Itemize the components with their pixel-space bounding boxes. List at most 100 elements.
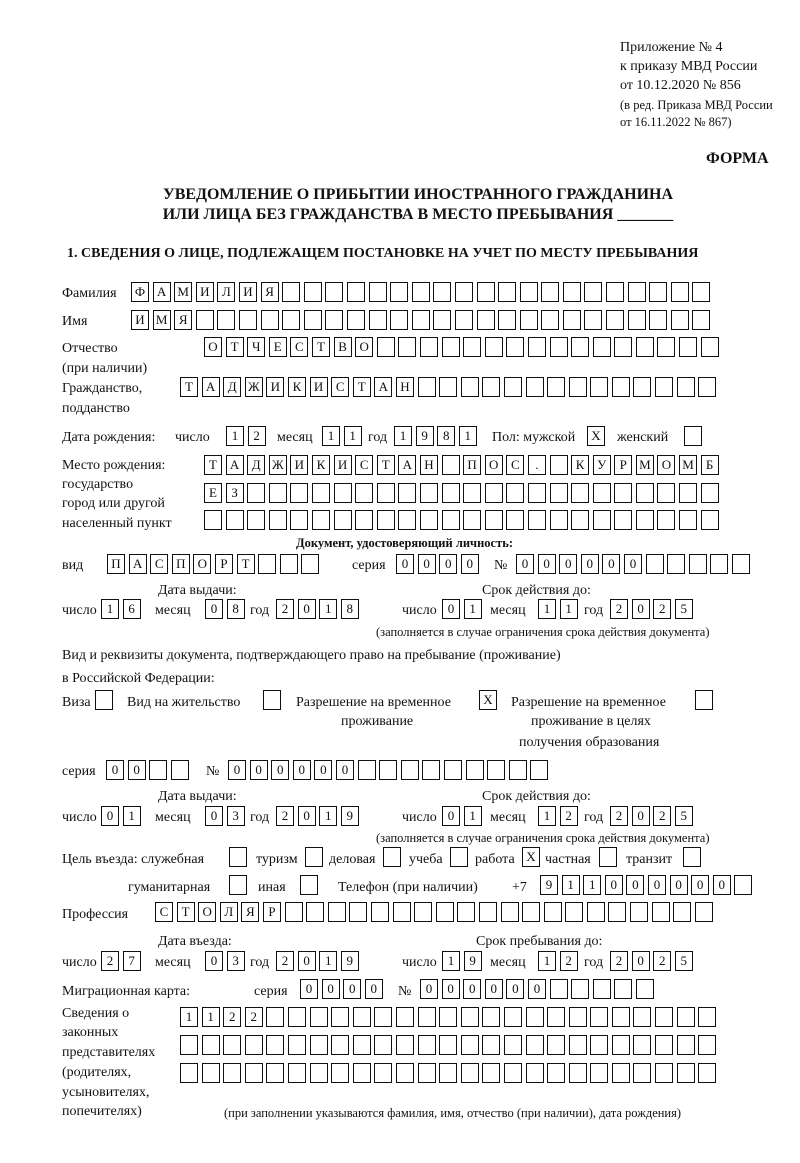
char-cell[interactable]: 1 [463, 599, 482, 619]
char-cell[interactable]: 0 [604, 875, 623, 895]
char-cell[interactable] [673, 902, 692, 922]
char-cell[interactable] [568, 1007, 587, 1027]
char-cell[interactable] [414, 902, 433, 922]
char-cell[interactable]: 2 [610, 806, 628, 826]
checkbox-cell[interactable] [305, 847, 323, 867]
char-cell[interactable] [584, 282, 603, 302]
char-cell[interactable]: Т [204, 455, 222, 475]
char-cell[interactable] [498, 282, 517, 302]
char-cell[interactable] [266, 1007, 285, 1027]
char-cell[interactable]: И [309, 377, 328, 397]
char-cell[interactable] [238, 310, 257, 330]
char-cell[interactable] [698, 1007, 717, 1027]
char-cell[interactable]: 0 [442, 806, 460, 826]
char-cell[interactable] [698, 1063, 717, 1083]
char-cell[interactable] [476, 310, 495, 330]
char-cell[interactable] [374, 1035, 393, 1055]
char-cell[interactable]: Т [376, 455, 395, 475]
char-cell[interactable] [541, 310, 560, 330]
char-cell[interactable] [657, 483, 676, 503]
char-cell[interactable] [284, 902, 303, 922]
char-cell[interactable]: 9 [463, 951, 482, 971]
char-cell[interactable]: 0 [537, 554, 556, 574]
trp-checkbox[interactable]: X [479, 690, 501, 710]
char-cell[interactable]: 0 [712, 875, 731, 895]
char-cell[interactable]: 1 [538, 806, 556, 826]
char-cell[interactable] [439, 1035, 458, 1055]
char-cell[interactable]: С [155, 902, 173, 922]
char-cell[interactable] [395, 1035, 414, 1055]
char-cell[interactable] [627, 310, 646, 330]
char-cell[interactable]: Д [247, 455, 266, 475]
char-cell[interactable] [433, 310, 452, 330]
char-cell[interactable]: 1 [463, 806, 482, 826]
char-cell[interactable] [368, 282, 387, 302]
char-cell[interactable] [633, 1035, 652, 1055]
purpose-official-checkbox[interactable] [229, 847, 251, 867]
char-cell[interactable] [698, 377, 717, 397]
char-cell[interactable]: 2 [610, 599, 628, 619]
char-cell[interactable] [530, 760, 549, 780]
char-cell[interactable] [370, 902, 389, 922]
char-cell[interactable]: 2 [653, 806, 672, 826]
char-cell[interactable]: 0 [364, 979, 383, 999]
visa-checkbox[interactable] [95, 690, 117, 710]
char-cell[interactable] [303, 282, 322, 302]
char-cell[interactable] [325, 310, 344, 330]
char-cell[interactable] [592, 510, 611, 530]
char-cell[interactable]: 0 [343, 979, 362, 999]
char-cell[interactable] [376, 510, 395, 530]
char-cell[interactable]: 2 [653, 951, 672, 971]
char-cell[interactable] [549, 979, 568, 999]
char-cell[interactable] [676, 1007, 695, 1027]
char-cell[interactable] [571, 337, 590, 357]
char-cell[interactable] [355, 483, 374, 503]
char-cell[interactable] [306, 902, 325, 922]
char-cell[interactable] [519, 282, 538, 302]
char-cell[interactable]: 2 [559, 806, 578, 826]
char-cell[interactable] [655, 1063, 674, 1083]
trp-edu-checkbox[interactable] [695, 690, 717, 710]
char-cell[interactable] [392, 902, 411, 922]
char-cell[interactable] [655, 1035, 674, 1055]
char-cell[interactable]: М [679, 455, 698, 475]
char-cell[interactable] [398, 510, 417, 530]
purpose-private-checkbox[interactable] [599, 847, 621, 867]
char-cell[interactable]: С [506, 455, 525, 475]
char-cell[interactable] [282, 282, 301, 302]
char-cell[interactable] [549, 510, 568, 530]
char-cell[interactable] [541, 282, 560, 302]
char-cell[interactable] [287, 1007, 306, 1027]
char-cell[interactable] [590, 1007, 609, 1027]
char-cell[interactable] [417, 1063, 436, 1083]
char-cell[interactable]: 2 [559, 951, 578, 971]
char-cell[interactable]: 0 [271, 760, 290, 780]
char-cell[interactable] [441, 337, 460, 357]
char-cell[interactable] [694, 902, 713, 922]
char-cell[interactable] [627, 282, 646, 302]
char-cell[interactable]: И [238, 282, 257, 302]
checkbox-cell[interactable] [229, 847, 247, 867]
char-cell[interactable] [225, 510, 244, 530]
char-cell[interactable] [346, 310, 365, 330]
char-cell[interactable]: 0 [460, 554, 479, 574]
char-cell[interactable]: 9 [415, 426, 434, 446]
char-cell[interactable]: 0 [626, 875, 645, 895]
char-cell[interactable] [460, 1063, 479, 1083]
char-cell[interactable] [487, 760, 506, 780]
char-cell[interactable] [700, 337, 719, 357]
char-cell[interactable]: О [204, 337, 222, 357]
checkbox-cell[interactable] [695, 690, 713, 710]
char-cell[interactable]: С [150, 554, 169, 574]
char-cell[interactable] [525, 1007, 544, 1027]
char-cell[interactable] [303, 310, 322, 330]
char-cell[interactable] [204, 510, 222, 530]
char-cell[interactable] [571, 510, 590, 530]
